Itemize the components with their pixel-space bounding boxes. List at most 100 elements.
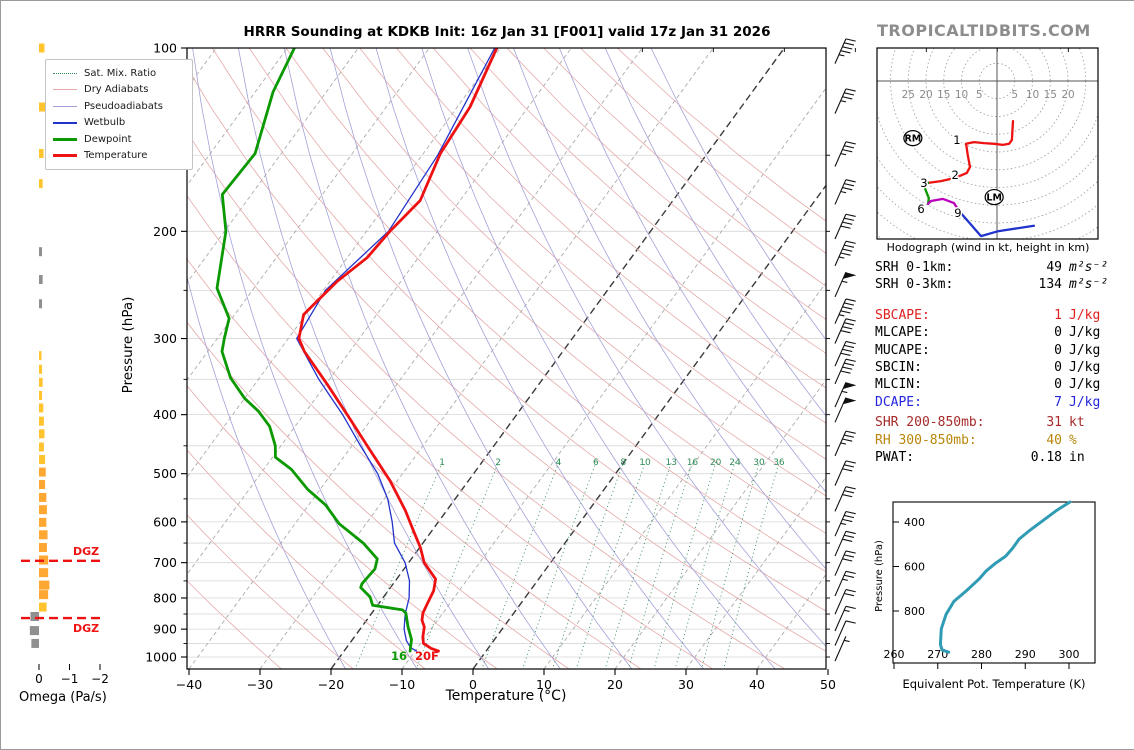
- stat-unit: m²s⁻²: [1062, 259, 1127, 276]
- omega-bar: [39, 429, 44, 438]
- temperature-axis-label: Temperature (°C): [356, 688, 656, 704]
- svg-text:13: 13: [665, 458, 676, 468]
- svg-text:30: 30: [753, 458, 765, 468]
- svg-text:10: 10: [955, 89, 968, 101]
- legend-swatch-thick: [53, 154, 77, 157]
- stat-label: RH 300-850mb:: [875, 432, 977, 449]
- svg-text:16: 16: [687, 458, 699, 468]
- omega-axis-label: Omega (Pa/s): [19, 690, 107, 705]
- wind-barbs: [835, 39, 856, 661]
- svg-text:50: 50: [820, 677, 836, 692]
- omega-bar: [39, 391, 42, 400]
- stat-label: SHR 200-850mb:: [875, 414, 985, 431]
- omega-bar: [39, 518, 46, 527]
- sounding-curves: [217, 48, 497, 651]
- stat-value: 49: [953, 259, 1062, 276]
- omega-bar: [39, 493, 46, 502]
- svg-text:−2: −2: [91, 672, 109, 686]
- svg-text:5: 5: [1011, 89, 1018, 101]
- svg-text:LM: LM: [986, 193, 1002, 204]
- svg-text:10: 10: [639, 458, 651, 468]
- stat-unit: m²s⁻²: [1062, 276, 1127, 293]
- stat-unit: in: [1062, 449, 1127, 466]
- stat-value: 7: [922, 394, 1062, 411]
- svg-text:DGZ: DGZ: [73, 622, 99, 635]
- svg-text:300: 300: [1059, 648, 1080, 661]
- stat-label: MLCAPE:: [875, 324, 930, 341]
- legend-label: Pseudoadiabats: [84, 101, 163, 112]
- legend-item: Temperature: [53, 148, 185, 165]
- omega-bar: [39, 442, 44, 451]
- svg-text:400: 400: [153, 407, 177, 422]
- omega-bar: [39, 543, 47, 552]
- omega-axis: 0−1−2: [35, 664, 109, 686]
- omega-bar: [39, 417, 44, 426]
- omega-bar: [39, 530, 48, 539]
- legend-item: Dewpoint: [53, 131, 185, 148]
- omega-bar: [39, 603, 47, 612]
- omega-bar: [39, 299, 42, 308]
- legend-label: Wetbulb: [84, 117, 125, 128]
- surface-dewpoint-label: 16: [391, 649, 407, 663]
- curve-dewpoint: [217, 48, 412, 651]
- svg-text:RM: RM: [904, 134, 921, 145]
- stat-label: MLCIN:: [875, 376, 922, 393]
- omega-bar: [39, 378, 43, 387]
- legend-label: Dry Adiabats: [84, 84, 148, 95]
- chart-title: HRRR Sounding at KDKB Init: 16z Jan 31 […: [187, 24, 827, 40]
- legend-swatch-thin: [53, 106, 77, 107]
- stat-value: 0: [922, 359, 1062, 376]
- svg-text:−40: −40: [176, 677, 202, 692]
- svg-text:30: 30: [678, 677, 694, 692]
- stat-unit: %: [1062, 432, 1127, 449]
- svg-text:300: 300: [153, 331, 177, 346]
- legend-label: Temperature: [84, 150, 147, 161]
- svg-text:800: 800: [904, 605, 925, 618]
- svg-text:10: 10: [1026, 89, 1039, 101]
- svg-text:6: 6: [917, 202, 924, 216]
- stat-value: 134: [953, 276, 1062, 293]
- svg-text:9: 9: [954, 206, 961, 220]
- stat-unit: kt: [1062, 414, 1127, 431]
- omega-bar: [39, 590, 48, 599]
- omega-bar: [39, 468, 46, 477]
- svg-text:20: 20: [710, 458, 722, 468]
- svg-text:700: 700: [153, 555, 177, 570]
- legend-swatch-thin: [53, 89, 77, 90]
- stat-unit: J/kg: [1062, 394, 1127, 411]
- legend-label: Sat. Mix. Ratio: [84, 68, 156, 79]
- svg-text:20: 20: [919, 89, 932, 101]
- svg-text:−20: −20: [318, 677, 344, 692]
- svg-text:2: 2: [951, 168, 958, 182]
- svg-text:290: 290: [1015, 648, 1036, 661]
- svg-text:8: 8: [620, 458, 626, 468]
- svg-text:−30: −30: [247, 677, 273, 692]
- omega-bar: [30, 626, 39, 635]
- stat-value: 0: [930, 342, 1062, 359]
- omega-bar: [39, 581, 49, 590]
- stat-unit: J/kg: [1062, 359, 1127, 376]
- svg-text:800: 800: [153, 590, 177, 605]
- surface-temperature-label: 20F: [415, 649, 439, 663]
- stat-unit: J/kg: [1062, 376, 1127, 393]
- svg-text:600: 600: [904, 561, 925, 574]
- stat-unit: J/kg: [1062, 342, 1127, 359]
- svg-text:200: 200: [153, 224, 177, 239]
- stat-label: MUCAPE:: [875, 342, 930, 359]
- svg-text:500: 500: [153, 466, 177, 481]
- omega-bar: [39, 179, 43, 188]
- svg-text:15: 15: [937, 89, 950, 101]
- legend-swatch-line: [53, 122, 77, 124]
- watermark: TROPICALTIDBITS.COM: [877, 21, 1117, 40]
- stat-unit: J/kg: [1062, 324, 1127, 341]
- svg-text:900: 900: [153, 622, 177, 637]
